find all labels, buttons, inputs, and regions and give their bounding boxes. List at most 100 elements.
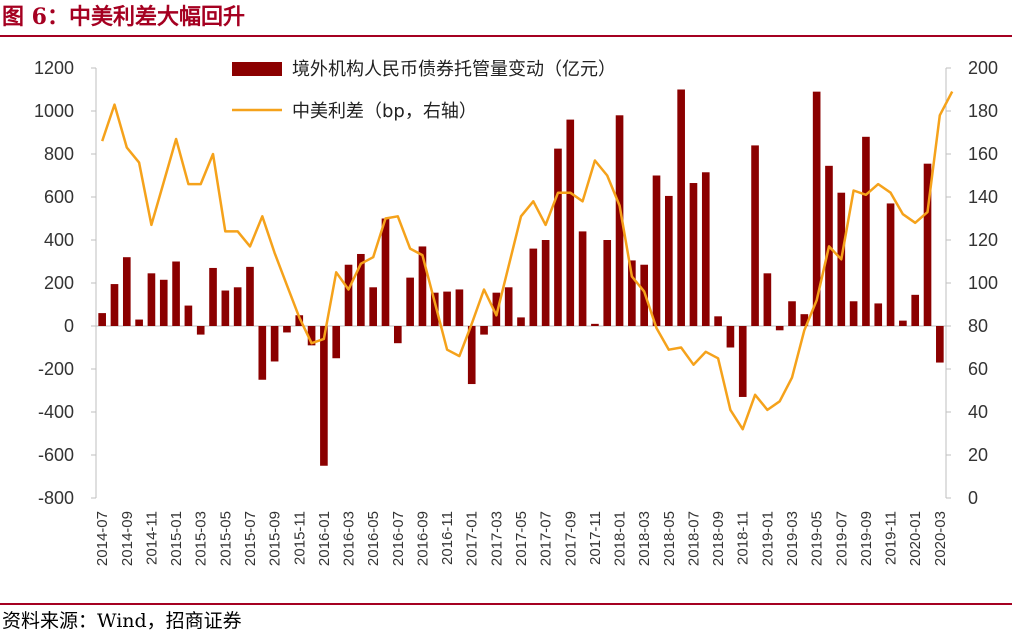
bar <box>270 326 279 362</box>
x-tick-label: 2015-01 <box>168 511 185 566</box>
bar <box>665 195 673 326</box>
legend-bar-swatch <box>232 62 282 76</box>
x-tick-label: 2016-05 <box>365 511 382 566</box>
bar <box>283 326 291 333</box>
bar <box>677 89 685 326</box>
x-tick-label: 2014-09 <box>119 511 136 566</box>
x-tick-label: 2018-05 <box>661 511 678 566</box>
x-tick-label: 2019-07 <box>833 511 850 566</box>
bar <box>221 290 230 326</box>
bar <box>775 326 784 331</box>
x-tick-label: 2019-01 <box>759 511 776 566</box>
right-tick-label: 60 <box>968 359 988 379</box>
bar <box>233 287 242 326</box>
axes: -800 -600 -400 -200 0 200 400 600 800 1000 1200 0 20… <box>34 58 998 566</box>
x-tick-label: 2015-05 <box>217 511 234 566</box>
left-tick-label: 1000 <box>34 101 74 121</box>
bar <box>529 248 538 326</box>
x-tick-label: 2017-05 <box>513 511 530 566</box>
x-tick-label: 2018-09 <box>710 511 727 566</box>
bar <box>344 264 353 326</box>
x-tick-label: 2019-03 <box>784 511 801 566</box>
bar <box>393 326 402 344</box>
bar <box>936 326 944 363</box>
bar <box>603 240 612 326</box>
left-tick-label: 0 <box>64 316 74 336</box>
bar <box>332 326 341 359</box>
bar <box>381 218 390 326</box>
source-note: 资料来源：Wind，招商证券 <box>2 610 242 632</box>
right-tick-label: 0 <box>968 488 978 508</box>
bar <box>923 163 932 326</box>
bar <box>455 289 464 326</box>
x-tick-label: 2015-09 <box>267 511 284 566</box>
left-tick-label: 600 <box>44 187 74 207</box>
left-tick-label: 200 <box>44 273 74 293</box>
x-tick-label: 2015-03 <box>193 511 210 566</box>
bar <box>628 260 636 326</box>
bar <box>307 326 316 346</box>
bar <box>258 326 267 380</box>
bar <box>615 115 624 326</box>
right-tick-label: 180 <box>968 101 998 121</box>
left-tick-label: -600 <box>38 445 74 465</box>
right-tick-label: 100 <box>968 273 998 293</box>
bar <box>122 257 131 326</box>
x-tick-label: 2016-07 <box>390 511 407 566</box>
right-tick-label: 160 <box>968 144 998 164</box>
x-tick-label: 2018-03 <box>636 511 653 566</box>
x-tick-label: 2018-01 <box>612 511 629 566</box>
bar <box>246 266 254 326</box>
bar <box>726 326 735 348</box>
bar <box>504 287 513 326</box>
x-tick-label: 2016-03 <box>341 511 358 566</box>
bar <box>849 301 858 326</box>
source-rule <box>0 603 1012 605</box>
x-tick-label: 2017-01 <box>464 511 481 566</box>
x-tick-label: 2016-11 <box>439 511 456 565</box>
x-tick-label: 2014-07 <box>94 511 111 566</box>
left-tick-label: -400 <box>38 402 74 422</box>
bar <box>467 326 476 385</box>
figure-title: 图 6：中美利差大幅回升 <box>2 4 245 30</box>
bar <box>135 319 143 326</box>
bar <box>578 231 587 326</box>
x-tick-label: 2016-01 <box>316 511 333 566</box>
line-series <box>101 91 954 431</box>
bar <box>184 305 193 326</box>
bar <box>751 145 759 326</box>
x-tick-label: 2018-11 <box>735 511 752 565</box>
bar <box>886 203 895 326</box>
bar <box>147 273 156 326</box>
x-tick-label: 2017-07 <box>538 511 555 566</box>
bar <box>172 261 180 326</box>
bar <box>406 277 414 326</box>
bar <box>788 301 796 326</box>
bar <box>209 267 217 326</box>
bar <box>701 172 710 326</box>
left-tick-label: 1200 <box>34 58 74 78</box>
bar <box>418 246 427 326</box>
x-tick-label: 2020-01 <box>907 511 924 566</box>
legend: 境外机构人民币债券托管量变动（亿元） 中美利差（bp，右轴） <box>232 59 616 122</box>
right-tick-label: 140 <box>968 187 998 207</box>
x-tick-label: 2015-07 <box>242 511 259 566</box>
x-tick-label: 2017-11 <box>587 511 604 565</box>
legend-bar-label: 境外机构人民币债券托管量变动（亿元） <box>292 59 616 80</box>
bar <box>591 323 599 326</box>
x-tick-label: 2019-11 <box>883 511 900 565</box>
left-tick-label: -800 <box>38 488 74 508</box>
left-tick-label: -200 <box>38 359 74 379</box>
bar <box>652 175 661 326</box>
x-tick-label: 2019-09 <box>858 511 875 566</box>
bar <box>566 119 575 326</box>
bar <box>492 292 501 326</box>
bar <box>110 284 119 326</box>
chart: -800 -600 -400 -200 0 200 400 600 800 1000 1200 0 20… <box>34 58 998 566</box>
right-tick-label: 20 <box>968 445 988 465</box>
bar-series <box>98 89 944 466</box>
bar <box>763 273 772 326</box>
bar <box>554 148 562 326</box>
x-tick-label: 2016-09 <box>414 511 431 566</box>
x-tick-label: 2018-07 <box>685 511 702 566</box>
